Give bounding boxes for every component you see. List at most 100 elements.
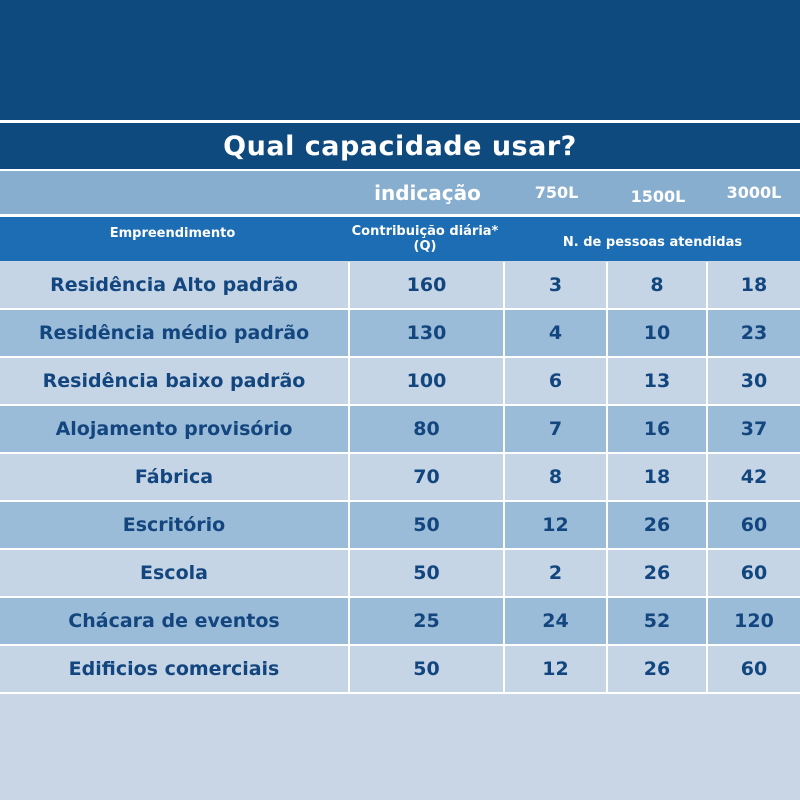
column-divider: [706, 598, 708, 644]
column-divider: [606, 502, 608, 548]
column-divider: [348, 262, 350, 308]
row-3000: 60: [740, 514, 768, 536]
row-contribuicao: 160: [406, 274, 447, 296]
column-divider: [348, 598, 350, 644]
row-1500: 52: [643, 610, 671, 632]
column-divider: [348, 358, 350, 404]
table-row: Escritório 50 12 26 60: [0, 502, 800, 548]
table-row: Residência baixo padrão 100 6 13 30: [0, 358, 800, 404]
top-banner: [0, 0, 800, 120]
capacity-750-label: 750L: [534, 183, 579, 202]
row-1500: 26: [643, 514, 671, 536]
row-3000: 23: [740, 322, 768, 344]
row-contribuicao: 50: [413, 562, 440, 584]
row-3000: 37: [740, 418, 768, 440]
row-divider: [0, 548, 800, 550]
row-1500: 8: [650, 274, 664, 296]
row-divider: [0, 404, 800, 406]
row-name: Escritório: [122, 514, 226, 536]
column-divider: [503, 262, 505, 308]
column-divider: [706, 358, 708, 404]
column-divider: [503, 598, 505, 644]
row-name: Residência baixo padrão: [42, 370, 306, 392]
table-row: Chácara de eventos 25 24 52 120: [0, 598, 800, 644]
column-divider: [706, 262, 708, 308]
column-divider: [606, 358, 608, 404]
row-1500: 16: [643, 418, 671, 440]
row-750: 3: [548, 274, 563, 296]
row-contribuicao: 25: [413, 610, 440, 632]
row-name: Fábrica: [134, 466, 214, 488]
column-divider: [606, 454, 608, 500]
column-divider: [503, 550, 505, 596]
row-1500: 18: [643, 466, 671, 488]
column-divider: [706, 550, 708, 596]
row-name: Residência médio padrão: [38, 322, 310, 344]
row-1500: 26: [643, 562, 671, 584]
column-divider: [503, 454, 505, 500]
row-contribuicao: 70: [413, 466, 440, 488]
row-divider: [0, 500, 800, 502]
row-divider: [0, 692, 800, 694]
table-row: Residência médio padrão 130 4 10 23: [0, 310, 800, 356]
table-row: Residência Alto padrão 160 3 8 18: [0, 262, 800, 308]
column-divider: [348, 502, 350, 548]
header-empreendimento: Empreendimento: [109, 225, 236, 241]
row-750: 12: [542, 514, 569, 536]
header-pessoas: N. de pessoas atendidas: [562, 234, 743, 250]
row-750: 8: [548, 466, 563, 488]
column-divider: [348, 646, 350, 692]
row-1500: 26: [643, 658, 671, 680]
table-row: Escola 50 2 26 60: [0, 550, 800, 596]
column-divider: [348, 454, 350, 500]
column-divider: [503, 502, 505, 548]
column-divider: [606, 550, 608, 596]
row-name: Escola: [140, 562, 208, 584]
row-750: 2: [548, 562, 563, 584]
table-row: Alojamento provisório 80 7 16 37: [0, 406, 800, 452]
row-750: 12: [542, 658, 569, 680]
row-3000: 18: [740, 274, 768, 296]
row-3000: 42: [740, 466, 768, 488]
row-divider: [0, 356, 800, 358]
column-divider: [706, 454, 708, 500]
row-1500: 10: [643, 322, 671, 344]
column-divider: [606, 310, 608, 356]
row-name: Edificios comerciais: [68, 658, 280, 680]
table-header: Empreendimento Contribuição diária* (Q) …: [0, 217, 800, 261]
header-contribuicao: Contribuição diária* (Q): [351, 224, 499, 254]
column-divider: [503, 358, 505, 404]
row-name: Alojamento provisório: [55, 418, 293, 440]
column-divider: [606, 646, 608, 692]
row-contribuicao: 80: [413, 418, 440, 440]
indicacao-label: indicação: [374, 180, 481, 205]
row-name: Chácara de eventos: [68, 610, 280, 632]
row-750: 24: [542, 610, 569, 632]
capacity-row: indicação 750L 1500L 3000L: [0, 171, 800, 214]
row-3000: 120: [734, 610, 774, 632]
row-divider: [0, 644, 800, 646]
row-divider: [0, 596, 800, 598]
column-divider: [503, 646, 505, 692]
row-divider: [0, 452, 800, 454]
table-row: Edificios comerciais 50 12 26 60: [0, 646, 800, 692]
row-contribuicao: 130: [406, 322, 447, 344]
column-divider: [503, 406, 505, 452]
row-3000: 30: [740, 370, 768, 392]
row-contribuicao: 50: [413, 658, 440, 680]
column-divider: [606, 262, 608, 308]
divider: [0, 169, 800, 171]
row-3000: 60: [740, 658, 768, 680]
column-divider: [706, 502, 708, 548]
row-1500: 13: [643, 370, 671, 392]
column-divider: [348, 550, 350, 596]
row-name: Residência Alto padrão: [50, 274, 298, 296]
title-bar: Qual capacidade usar?: [0, 123, 800, 169]
row-750: 4: [548, 322, 563, 344]
column-divider: [706, 310, 708, 356]
column-divider: [706, 406, 708, 452]
row-divider: [0, 308, 800, 310]
column-divider: [348, 406, 350, 452]
row-contribuicao: 50: [413, 514, 440, 536]
table-row: Fábrica 70 8 18 42: [0, 454, 800, 500]
